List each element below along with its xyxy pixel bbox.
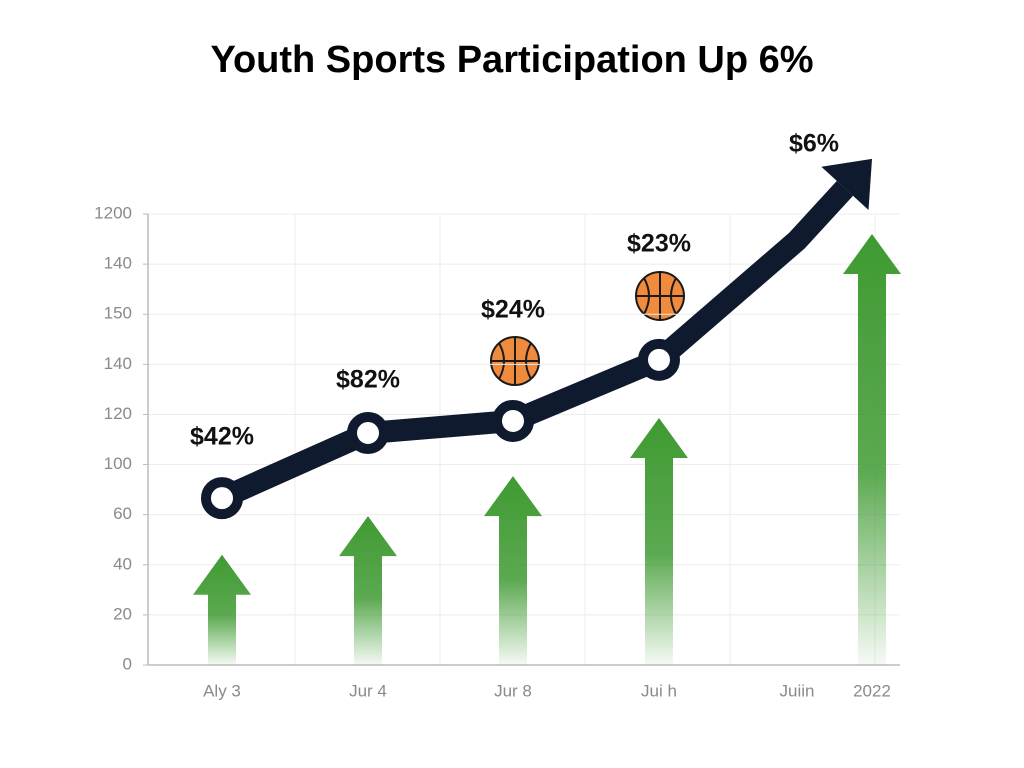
- x-tick-label: Jur 8: [494, 681, 532, 700]
- y-tick-label: 20: [113, 604, 132, 623]
- x-tick-label: Jur 4: [349, 681, 387, 700]
- line-point: [201, 477, 243, 520]
- y-tick-label: 150: [104, 304, 132, 323]
- y-tick-label: 1200: [94, 203, 132, 222]
- growth-arrow: [630, 417, 688, 665]
- annotation: $82%: [336, 366, 400, 394]
- y-tick-label: 100: [104, 454, 132, 473]
- growth-arrow: [484, 476, 542, 665]
- y-tick-label: 120: [104, 404, 132, 423]
- y-tick-label: 0: [123, 654, 132, 673]
- line-point: [638, 338, 680, 381]
- trend-arrowhead: [821, 158, 872, 210]
- line-point: [347, 411, 389, 454]
- growth-arrow: [843, 234, 901, 666]
- annotation: $23%: [627, 229, 691, 257]
- ball-icon: [635, 271, 685, 321]
- y-tick-label: 140: [104, 354, 132, 373]
- y-tick-label: 60: [113, 504, 132, 523]
- ball-icon: [490, 336, 540, 386]
- annotation: $6%: [789, 130, 839, 158]
- annotation: $42%: [190, 423, 254, 451]
- growth-arrow: [193, 554, 251, 665]
- line-point: [492, 399, 534, 442]
- x-tick-label: 2022: [853, 681, 891, 700]
- trend-line: [217, 180, 854, 509]
- annotation: $24%: [481, 296, 545, 324]
- x-tick-label: Juiin: [780, 681, 815, 700]
- x-tick-label: Aly 3: [203, 681, 241, 700]
- growth-arrow: [339, 516, 397, 665]
- chart-title: Youth Sports Participation Up 6%: [210, 39, 813, 81]
- y-tick-label: 40: [113, 554, 132, 573]
- x-tick-label: Jui h: [641, 681, 677, 700]
- y-tick-label: 140: [104, 254, 132, 273]
